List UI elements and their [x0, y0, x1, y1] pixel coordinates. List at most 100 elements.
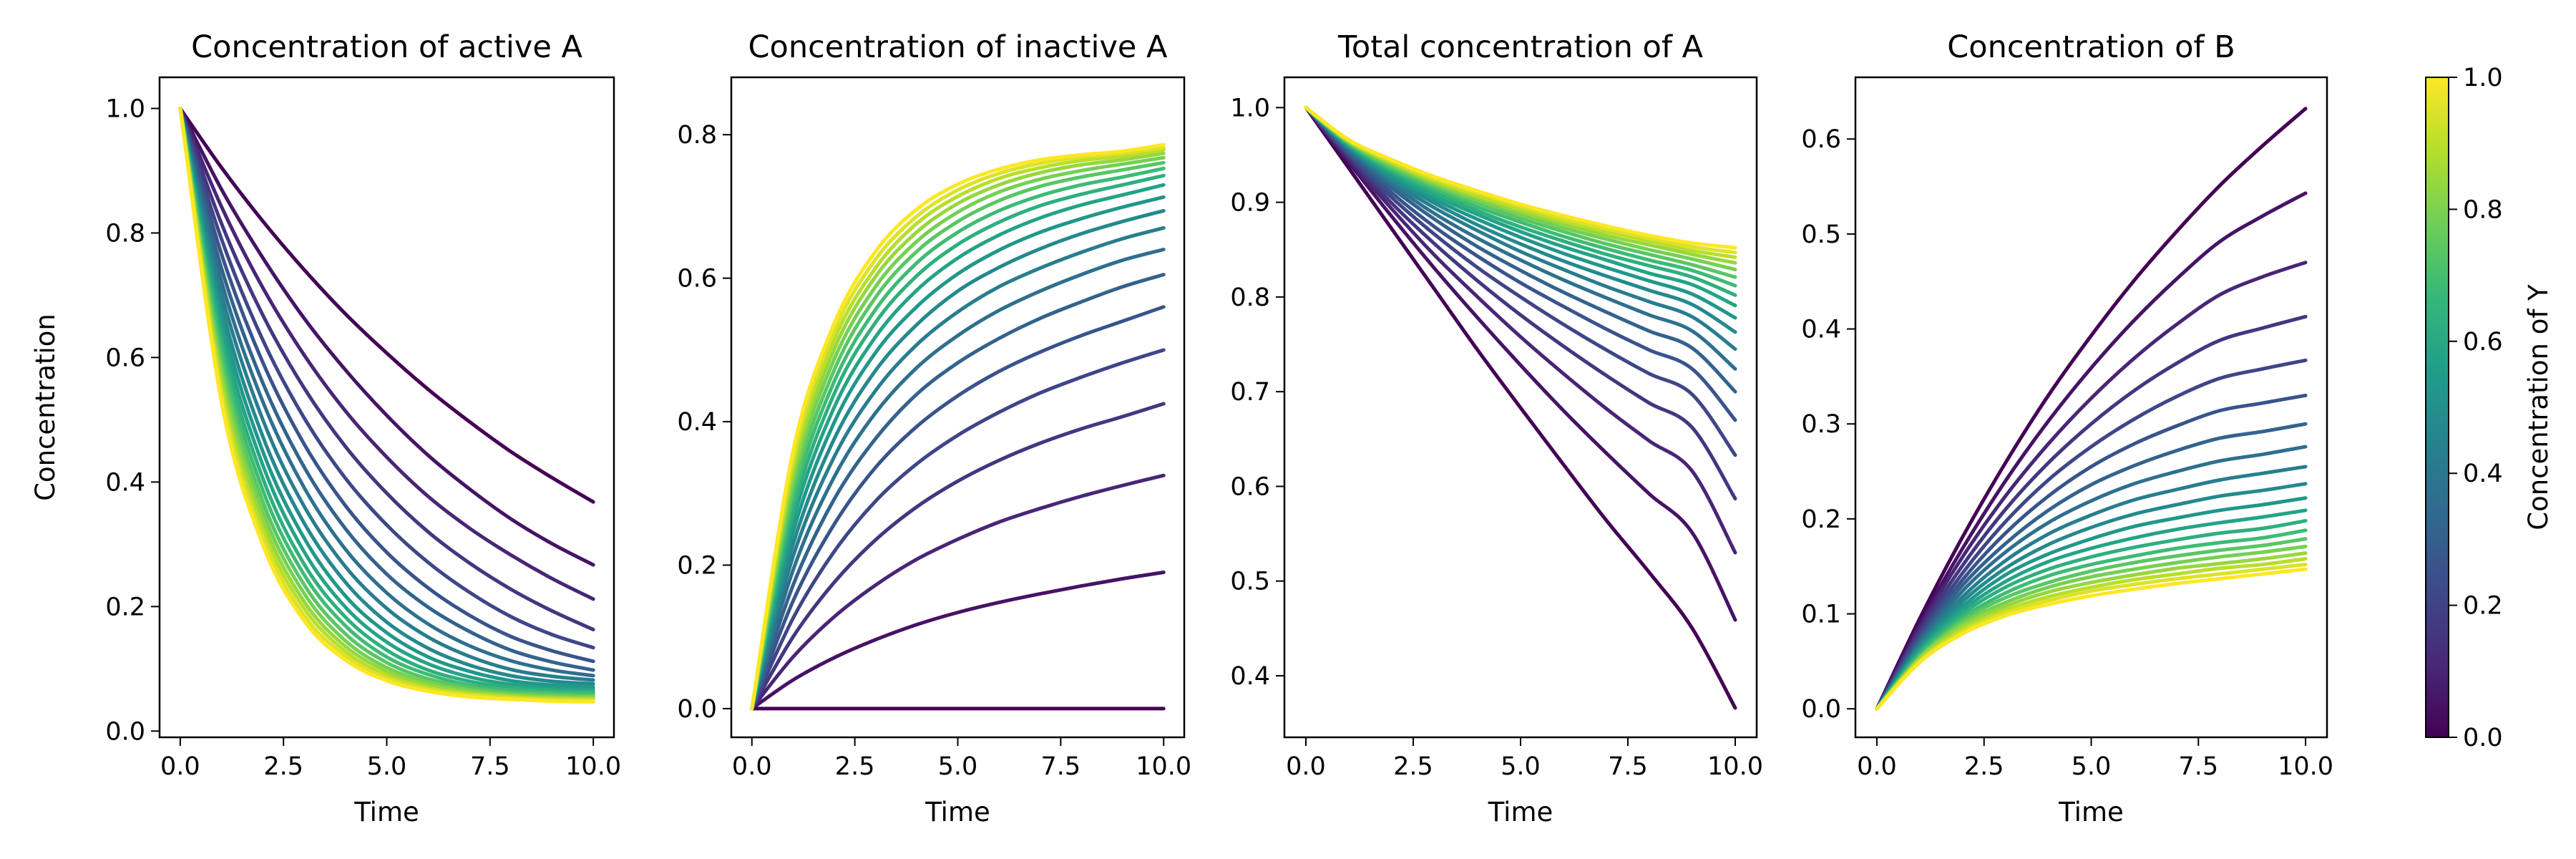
- series-line-3: [1304, 105, 1737, 501]
- colorbar-tick-label: 0.8: [2463, 195, 2503, 224]
- series-line-10: [750, 195, 1166, 711]
- y-tick-label: 0.0: [105, 717, 145, 746]
- series-line-5: [1875, 393, 2308, 711]
- series-line-10: [178, 106, 595, 689]
- y-tick-label: 0.4: [1230, 662, 1270, 691]
- series-line-2: [1875, 261, 2308, 711]
- x-tick-label: 2.5: [263, 752, 303, 781]
- series-line-2: [750, 473, 1166, 711]
- x-axis-label: Time: [2058, 797, 2124, 828]
- y-tick-label: 0.0: [1801, 695, 1841, 724]
- series-line-1: [1875, 191, 2308, 711]
- x-tick-label: 0.0: [732, 752, 772, 781]
- y-tick-label: 1.0: [1230, 94, 1270, 122]
- series-line-10: [1875, 496, 2308, 711]
- series-line-11: [178, 106, 595, 691]
- series-line-5: [1304, 105, 1737, 422]
- series-line-3: [750, 402, 1166, 711]
- series-line-1: [178, 106, 595, 567]
- y-tick-label: 0.7: [1230, 378, 1270, 407]
- y-tick-label: 0.6: [1801, 125, 1841, 154]
- y-tick-label: 0.4: [1801, 316, 1841, 344]
- series-line-1: [1304, 105, 1737, 622]
- series-line-4: [178, 106, 595, 650]
- series-line-0: [178, 106, 595, 504]
- subplot-b: Concentration of B Time 0.0 2.5 5.0 7.5 10.0…: [1801, 29, 2333, 828]
- y-tick-label: 1.0: [105, 94, 145, 123]
- subplot-title: Concentration of inactive A: [748, 29, 1169, 65]
- series-line-6: [1304, 105, 1737, 394]
- y-tick-label: 0.4: [677, 408, 717, 437]
- series-line-19: [1875, 567, 2308, 711]
- x-tick-label: 10.0: [565, 752, 621, 781]
- subplot-title: Concentration of B: [1947, 29, 2235, 65]
- series-line-0: [1304, 105, 1737, 710]
- series-line-0: [1875, 107, 2308, 711]
- series-line-9: [750, 208, 1166, 711]
- y-tick-label: 0.6: [1230, 472, 1270, 501]
- series-line-14: [750, 160, 1166, 711]
- x-tick-label: 2.5: [1393, 752, 1433, 781]
- series-line-9: [178, 106, 595, 686]
- series-line-8: [750, 225, 1166, 711]
- x-tick-label: 7.5: [1041, 752, 1081, 781]
- colorbar-gradient: [2425, 77, 2449, 738]
- series-line-19: [1304, 105, 1737, 250]
- y-tick-label: 0.2: [1801, 505, 1841, 534]
- y-tick-label: 0.8: [1230, 283, 1270, 312]
- series-line-12: [1875, 519, 2308, 711]
- series-line-7: [750, 248, 1166, 711]
- y-tick-label: 0.0: [677, 695, 717, 724]
- colorbar-label: Concentration of Y: [2523, 284, 2554, 530]
- axes-frame: [730, 76, 1186, 739]
- y-tick-label: 0.5: [1230, 568, 1270, 596]
- series-line-4: [1875, 358, 2308, 711]
- series-line-11: [1875, 508, 2308, 711]
- series-line-1: [750, 571, 1166, 711]
- x-tick-label: 5.0: [2072, 752, 2112, 781]
- y-tick-label: 0.3: [1801, 410, 1841, 439]
- x-tick-label: 7.5: [1608, 752, 1648, 781]
- series-line-3: [178, 106, 595, 632]
- subplot-title: Concentration of active A: [191, 29, 582, 65]
- subplot-total-a: Total concentration of A Time 0.0 2.5 5.0 7…: [1230, 29, 1763, 828]
- colorbar: Concentration of Y 0.0 0.2 0.4 0.6 0.8 1.0: [2425, 64, 2554, 752]
- series-line-13: [750, 166, 1166, 711]
- series-line-12: [750, 173, 1166, 711]
- x-tick-label: 5.0: [938, 752, 978, 781]
- y-tick-label: 0.6: [677, 265, 717, 293]
- y-axis-label: Concentration: [30, 314, 61, 501]
- series-line-9: [1875, 482, 2308, 711]
- series-line-13: [178, 106, 595, 696]
- series-line-2: [1304, 105, 1737, 555]
- series-line-19: [178, 106, 595, 704]
- series-line-3: [1875, 314, 2308, 711]
- x-tick-label: 7.5: [470, 752, 510, 781]
- y-tick-label: 0.5: [1801, 220, 1841, 249]
- y-tick-label: 0.6: [105, 344, 145, 372]
- series-line-7: [1875, 445, 2308, 711]
- x-axis-label: Time: [1488, 797, 1553, 828]
- y-tick-label: 0.4: [105, 468, 145, 497]
- series-line-14: [178, 106, 595, 698]
- x-tick-label: 10.0: [2278, 752, 2333, 781]
- y-tick-label: 0.2: [677, 551, 717, 580]
- y-tick-label: 0.8: [105, 219, 145, 248]
- series-line-16: [1875, 551, 2308, 711]
- x-tick-label: 10.0: [1136, 752, 1191, 781]
- colorbar-tick-label: 0.0: [2463, 724, 2503, 752]
- x-tick-label: 10.0: [1707, 752, 1763, 781]
- x-tick-label: 2.5: [835, 752, 875, 781]
- series-line-5: [178, 106, 595, 664]
- subplot-inactive-a: Concentration of inactive A Time 0.0 2.5 5…: [677, 29, 1191, 828]
- colorbar-tick-label: 1.0: [2463, 64, 2503, 92]
- series-line-7: [178, 106, 595, 678]
- y-tick-label: 0.1: [1801, 601, 1841, 629]
- x-tick-label: 0.0: [1857, 752, 1897, 781]
- series-line-10: [1304, 105, 1737, 320]
- series-line-13: [1875, 528, 2308, 711]
- x-axis-label: Time: [353, 797, 419, 828]
- series-line-11: [750, 183, 1166, 711]
- x-tick-label: 2.5: [1964, 752, 2004, 781]
